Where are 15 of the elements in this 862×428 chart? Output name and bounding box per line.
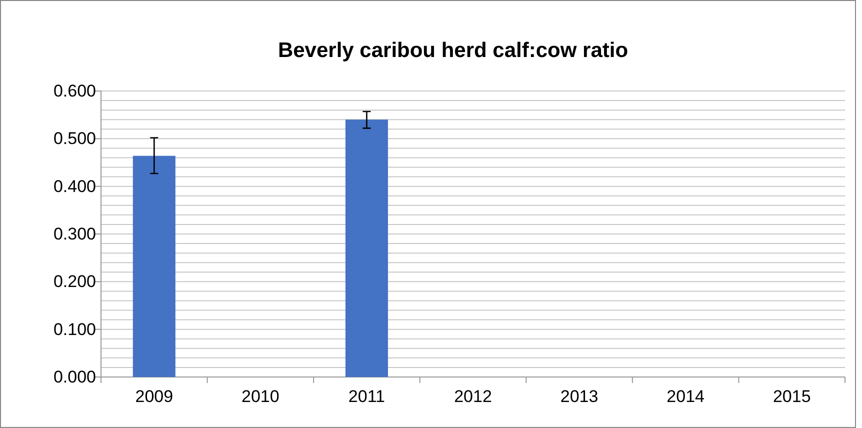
y-tick-label: 0.600 [53, 81, 96, 100]
y-tick-label: 0.300 [53, 224, 96, 244]
y-tick-label: 0.000 [53, 367, 96, 386]
x-tick-label: 2009 [135, 387, 174, 406]
chart-title: Beverly caribou herd calf:cow ratio [278, 39, 628, 62]
y-tick-label: 0.100 [53, 320, 96, 339]
x-tick-label: 2011 [348, 387, 385, 406]
x-tick-label: 2015 [772, 387, 811, 406]
y-tick-label: 0.400 [53, 176, 96, 196]
x-tick-label: 2010 [242, 387, 280, 406]
y-tick-label: 0.200 [53, 272, 96, 292]
x-tick-label: 2013 [560, 387, 598, 406]
y-tick-label: 0.500 [53, 129, 96, 148]
x-tick-label: 2014 [666, 387, 704, 406]
x-tick-label: 2012 [454, 387, 492, 406]
